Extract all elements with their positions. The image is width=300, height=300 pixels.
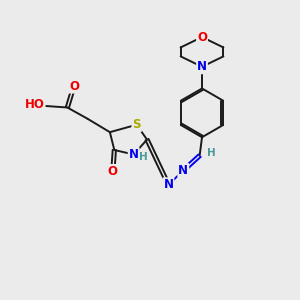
Text: N: N — [178, 164, 188, 177]
Text: O: O — [197, 31, 207, 44]
Text: O: O — [69, 80, 79, 93]
Text: N: N — [164, 178, 173, 191]
Text: H: H — [207, 148, 215, 158]
Text: HO: HO — [25, 98, 44, 111]
Text: O: O — [108, 165, 118, 178]
Text: N: N — [197, 60, 207, 73]
Text: N: N — [129, 148, 139, 161]
Text: S: S — [132, 118, 141, 131]
Text: H: H — [139, 152, 148, 162]
